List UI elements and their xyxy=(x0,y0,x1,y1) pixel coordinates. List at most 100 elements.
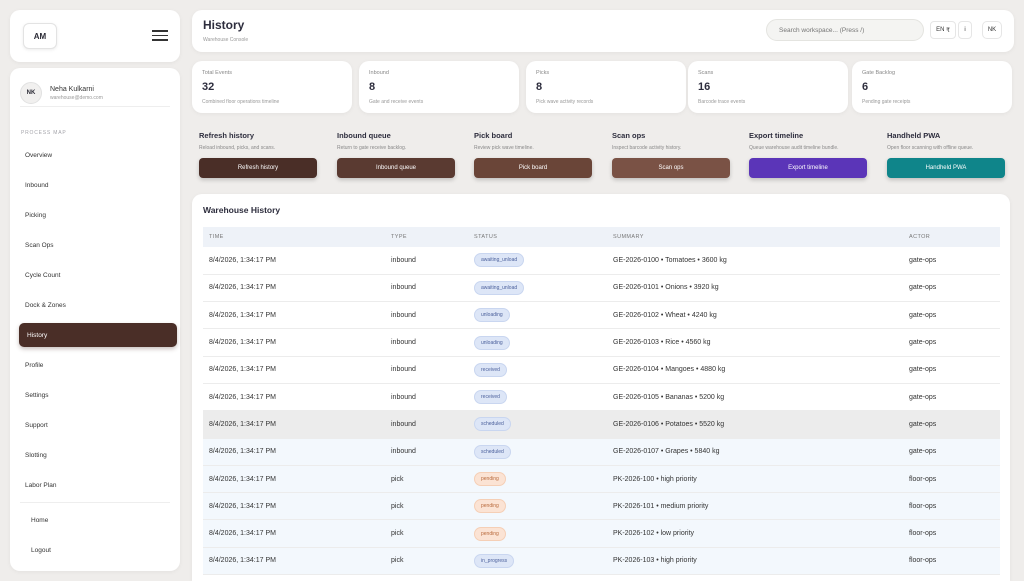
stat-description: Barcode trace events xyxy=(698,99,746,105)
table-row[interactable]: 8/4/2026, 1:34:17 PM inbound unloading GE-2… xyxy=(203,302,1000,329)
search-input[interactable] xyxy=(766,19,924,41)
cell-time: 8/4/2026, 1:34:17 PM xyxy=(209,557,276,565)
column-header-type[interactable]: TYPE xyxy=(391,234,407,240)
action-title: Inbound queue xyxy=(337,131,391,140)
table-row[interactable]: 8/4/2026, 1:34:17 PM pick pending PK-2026-1… xyxy=(203,465,1000,493)
status-badge: unloading xyxy=(474,335,510,350)
stat-description: Combined floor operations timeline xyxy=(202,99,280,105)
action-description: Open floor scanning with offline queue. xyxy=(887,145,974,151)
stat-value: 6 xyxy=(862,81,869,93)
column-header-status[interactable]: STATUS xyxy=(474,234,498,240)
action-title: Handheld PWA xyxy=(887,131,941,140)
sidebar-item-overview[interactable]: Overview xyxy=(25,151,53,159)
stat-label: Gate Backlog xyxy=(862,70,896,76)
cell-status: in_progress xyxy=(474,547,613,574)
cell-type: pick xyxy=(391,530,404,538)
cell-status: pending xyxy=(474,520,613,547)
language-label: EN xyxy=(936,27,945,33)
sidebar-item-labor-plan[interactable]: Labor Plan xyxy=(25,481,57,489)
cell-summary: PK-2026-103 • high priority xyxy=(613,557,697,565)
action-card: Refresh history Reload inbound, picks, an… xyxy=(199,131,319,178)
sidebar-item-home[interactable]: Home xyxy=(31,516,49,524)
cell-status: unloading xyxy=(474,302,613,329)
stat-description: Pick wave activity records xyxy=(536,99,594,105)
cell-actor: gate-ops xyxy=(909,448,937,456)
table-row[interactable]: 8/4/2026, 1:34:17 PM pick in_progress PK-20… xyxy=(203,547,1000,575)
cell-summary: GE-2026-0107 • Grapes • 5840 kg xyxy=(613,448,720,456)
table-row[interactable]: 8/4/2026, 1:34:17 PM pick pending PK-2026-1… xyxy=(203,492,1000,520)
cell-status: awaiting_unload xyxy=(474,247,613,274)
divider xyxy=(20,502,170,503)
info-icon[interactable]: i xyxy=(958,21,972,39)
handheld-pwa-button[interactable]: Handheld PWA xyxy=(887,158,1005,178)
header-avatar[interactable]: NK xyxy=(982,21,1002,39)
sidebar-item-picking[interactable]: Picking xyxy=(25,211,46,219)
stat-label: Picks xyxy=(536,70,550,76)
table-row[interactable]: 8/4/2026, 1:34:17 PM inbound received GE-20… xyxy=(203,356,1000,384)
cell-time: 8/4/2026, 1:34:17 PM xyxy=(209,311,276,319)
table-row[interactable]: 8/4/2026, 1:34:17 PM pick pending PK-2026-1… xyxy=(203,519,1000,548)
header: History Warehouse Console EN ₹ i NK xyxy=(192,10,1014,52)
cell-summary: GE-2026-0102 • Wheat • 4240 kg xyxy=(613,311,717,319)
cell-time: 8/4/2026, 1:34:17 PM xyxy=(209,339,276,347)
stat-label: Scans xyxy=(698,70,714,76)
refresh-history-button[interactable]: Refresh history xyxy=(199,158,317,178)
cell-summary: PK-2026-102 • low priority xyxy=(613,530,695,538)
status-badge: pending xyxy=(474,526,506,541)
sidebar-item-history[interactable]: History xyxy=(19,323,177,347)
table-title: Warehouse History xyxy=(203,205,281,215)
pick-board-button[interactable]: Pick board xyxy=(474,158,592,178)
table-row[interactable]: 8/4/2026, 1:34:17 PM inbound scheduled GE-2… xyxy=(203,438,1000,466)
sidebar-item-logout[interactable]: Logout xyxy=(31,546,51,554)
cell-status: pending xyxy=(474,493,613,520)
user-profile[interactable]: NK Neha Kulkarni warehouse@demo.com xyxy=(20,76,170,110)
cell-summary: GE-2026-0105 • Bananas • 5200 kg xyxy=(613,393,725,401)
cell-status: unloading xyxy=(474,329,613,356)
status-badge: scheduled xyxy=(474,417,511,432)
language-currency-button[interactable]: EN ₹ xyxy=(930,21,956,39)
cell-type: pick xyxy=(391,557,404,565)
inbound-queue-button[interactable]: Inbound queue xyxy=(337,158,455,178)
table-row[interactable]: 8/4/2026, 1:34:17 PM inbound unloading GE-2… xyxy=(203,329,1000,357)
scan-ops-button[interactable]: Scan ops xyxy=(612,158,730,178)
column-header-summary[interactable]: SUMMARY xyxy=(613,234,644,240)
sidebar-item-settings[interactable]: Settings xyxy=(25,391,49,399)
column-header-time[interactable]: TIME xyxy=(209,234,224,240)
cell-actor: floor-ops xyxy=(909,475,937,483)
table-row[interactable]: 8/4/2026, 1:34:17 PM inbound scheduled GE-2… xyxy=(203,410,1000,439)
sidebar-item-cycle-count[interactable]: Cycle Count xyxy=(25,271,61,279)
table-row[interactable]: 8/4/2026, 1:34:17 PM inbound awaiting_unlo… xyxy=(203,247,1000,275)
sidebar-item-profile[interactable]: Profile xyxy=(25,361,44,369)
cell-summary: GE-2026-0100 • Tomatoes • 3600 kg xyxy=(613,256,727,264)
section-label: PROCESS MAP xyxy=(21,130,67,136)
sidebar-item-inbound[interactable]: Inbound xyxy=(25,181,49,189)
status-badge: received xyxy=(474,390,507,405)
table-row[interactable]: 8/4/2026, 1:34:17 PM inbound received GE-20… xyxy=(203,383,1000,411)
action-description: Queue warehouse audit timeline bundle. xyxy=(749,145,839,151)
action-description: Reload inbound, picks, and scans. xyxy=(199,145,276,151)
column-header-actor[interactable]: ACTOR xyxy=(909,234,931,240)
action-title: Pick board xyxy=(474,131,513,140)
table-row[interactable]: 8/4/2026, 1:34:17 PM inbound awaiting_unlo… xyxy=(203,274,1000,302)
cell-type: inbound xyxy=(391,311,416,319)
divider xyxy=(20,106,170,107)
app-logo[interactable]: AM xyxy=(23,23,57,49)
sidebar-item-scan-ops[interactable]: Scan Ops xyxy=(25,241,54,249)
stat-description: Pending gate receipts xyxy=(862,99,911,105)
export-timeline-button[interactable]: Export timeline xyxy=(749,158,867,178)
hamburger-menu-icon[interactable] xyxy=(152,30,168,42)
cell-time: 8/4/2026, 1:34:17 PM xyxy=(209,420,276,428)
currency-label: ₹ xyxy=(946,27,950,34)
action-card: Export timeline Queue warehouse audit tim… xyxy=(749,131,869,178)
cell-summary: GE-2026-0106 • Potatoes • 5520 kg xyxy=(613,420,725,428)
status-badge: awaiting_unload xyxy=(474,253,525,268)
sidebar-item-dock-zones[interactable]: Dock & Zones xyxy=(25,301,66,309)
status-badge: pending xyxy=(474,499,506,514)
cell-type: inbound xyxy=(391,448,416,456)
sidebar-item-slotting[interactable]: Slotting xyxy=(25,451,47,459)
brand-card: AM xyxy=(10,10,180,62)
sidebar-item-support[interactable]: Support xyxy=(25,421,48,429)
cell-actor: gate-ops xyxy=(909,284,937,292)
table-header-row: TIME TYPE STATUS SUMMARY ACTOR xyxy=(203,227,1000,247)
cell-time: 8/4/2026, 1:34:17 PM xyxy=(209,475,276,483)
